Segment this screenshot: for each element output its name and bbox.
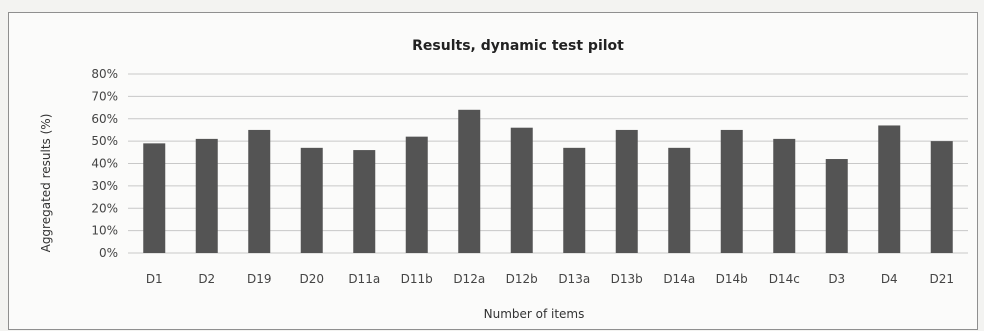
bar-d2 <box>195 138 218 253</box>
chart-frame <box>8 12 978 330</box>
y-tick-label: 60% <box>91 112 118 126</box>
bar-d3 <box>825 159 848 253</box>
bar-d21 <box>930 141 953 253</box>
x-tick-label: D4 <box>881 272 898 286</box>
x-tick-label: D20 <box>299 272 324 286</box>
x-tick-label: D11a <box>348 272 380 286</box>
x-tick-label: D3 <box>828 272 845 286</box>
y-tick-label: 80% <box>91 67 118 81</box>
bar-d1 <box>143 143 166 253</box>
bars <box>143 109 953 253</box>
y-tick-label: 40% <box>91 157 118 171</box>
bar-d11a <box>353 150 376 253</box>
x-tick-label: D14a <box>663 272 695 286</box>
x-tick-labels: D1 D2 D19 D20 D11a D11b D12a D12b D13a D13b D14a D1… <box>146 272 954 286</box>
bar-d20 <box>300 147 323 253</box>
x-tick-label: D11b <box>401 272 433 286</box>
bar-d11b <box>405 136 428 253</box>
y-axis-label: Aggregated results (%) <box>39 114 53 253</box>
x-tick-label: D2 <box>198 272 215 286</box>
bar-d4 <box>878 125 901 253</box>
bar-d12b <box>510 127 533 253</box>
bar-d13b <box>615 129 638 253</box>
x-tick-label: D1 <box>146 272 163 286</box>
x-tick-label: D13a <box>558 272 590 286</box>
bar-d13a <box>563 147 586 253</box>
bar-d19 <box>248 129 271 253</box>
x-tick-label: D13b <box>611 272 643 286</box>
y-tick-label: 0% <box>99 246 118 260</box>
x-tick-label: D12b <box>506 272 538 286</box>
y-tick-labels: 0% 10% 20% 30% 40% 50% 60% 70% 80% <box>91 67 118 260</box>
y-tick-label: 30% <box>91 179 118 193</box>
bar-d14c <box>773 138 796 253</box>
bar-d14b <box>720 129 743 253</box>
y-tick-label: 10% <box>91 224 118 238</box>
x-tick-label: D14c <box>769 272 800 286</box>
bar-d14a <box>668 147 691 253</box>
x-axis-label: Number of items <box>484 307 585 321</box>
y-tick-label: 20% <box>91 201 118 215</box>
y-tick-label: 50% <box>91 134 118 148</box>
x-tick-label: D21 <box>929 272 954 286</box>
x-tick-label: D19 <box>247 272 272 286</box>
bar-d12a <box>458 109 481 253</box>
chart-title: Results, dynamic test pilot <box>412 38 624 54</box>
y-tick-label: 70% <box>91 89 118 103</box>
x-tick-label: D12a <box>453 272 485 286</box>
x-tick-label: D14b <box>716 272 748 286</box>
